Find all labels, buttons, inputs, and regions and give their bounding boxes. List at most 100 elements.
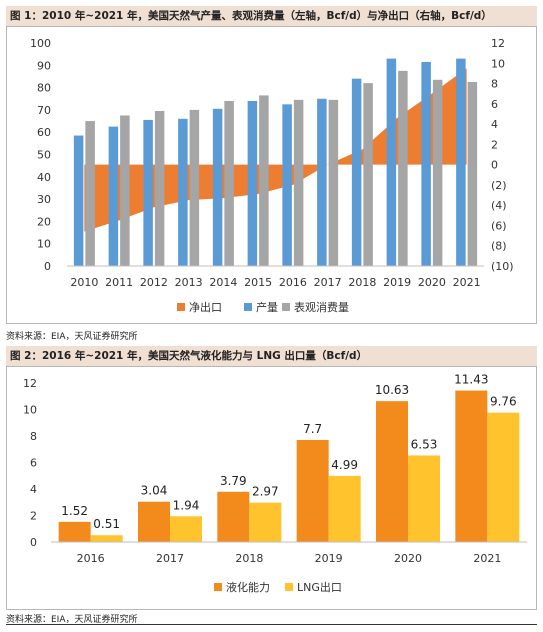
y-tick-label: 2 [30,510,37,523]
y-right-tick-label: (6) [491,219,507,232]
capacity-bar [217,491,250,542]
y-tick-label: 12 [23,377,37,390]
legend-swatch [244,303,252,311]
lng-export-bar [487,412,520,542]
y-tick-label: 0 [30,536,37,549]
y-left-tick-label: 30 [37,193,51,206]
data-label: 1.52 [61,504,88,518]
y-right-tick-label: (4) [491,199,507,212]
production-bar [178,118,188,266]
data-label: 7.7 [303,422,322,436]
consumption-bar [259,95,269,266]
y-tick-label: 8 [30,430,37,443]
lng-export-bar [90,535,123,542]
data-label: 3.79 [220,474,247,488]
y-left-tick-label: 80 [37,82,51,95]
chart2-svg: 0 2 4 6 8 10 12 1.52 3.04 3.79 7.7 10.63 11.43 0.51 1.… [23,373,527,594]
data-label: 3.04 [141,484,168,498]
data-label: 1.94 [173,498,200,512]
data-label: 9.76 [490,395,517,409]
x-tick-label: 2021 [453,276,481,289]
x-tick-label: 2020 [394,552,422,565]
y-left-tick-label: 20 [37,215,51,228]
x-tick-label: 2015 [244,276,272,289]
legend-swatch [177,303,185,311]
legend-label: 产量 [256,300,278,314]
x-tick-label: 2013 [175,276,203,289]
net-export-area [84,68,467,232]
x-tick-label: 2017 [314,276,342,289]
y-left-tick-label: 50 [37,149,51,162]
x-tick-label: 2014 [209,276,237,289]
x-tick-label: 2012 [140,276,168,289]
legend-label: 液化能力 [226,580,270,594]
y-right-tick-label: 8 [491,78,498,91]
x-tick-label: 2011 [105,276,133,289]
capacity-bar [138,501,170,542]
figure2-source: 资料来源：EIA，天风证券研究所 [6,615,138,625]
x-tick-label: 2021 [473,552,501,565]
production-bar [247,100,258,266]
figure2-frame: 0 2 4 6 8 10 12 1.52 3.04 3.79 7.7 10.63 11.43 0.51 1.… [6,366,537,610]
y-left-tick-label: 0 [44,260,51,273]
y-left-tick-label: 70 [37,104,51,117]
consumption-bar [293,99,304,267]
data-label: 10.63 [375,383,409,397]
figure1-frame: 0 10 20 30 40 50 60 70 80 90 100 (10) (8) (6) (4) (2) 0 2… [6,26,537,324]
legend-label: 净出口 [189,300,222,314]
production-bar [73,135,84,266]
legend-swatch [214,583,222,591]
consumption-bar [85,121,95,266]
consumption-bar [154,111,165,266]
lng-export-bar [328,475,361,542]
data-label: 6.53 [411,437,438,451]
legend-swatch [282,303,290,311]
figure2-title: 图 2：2016 年~2021 年，美国天然气液化能力与 LNG 出口量（Bcf… [6,346,537,366]
production-bar [212,108,223,266]
consumption-bar [328,99,339,267]
x-tick-label: 2010 [70,276,98,289]
consumption-bar [398,70,408,266]
x-tick-label: 2019 [383,276,411,289]
legend-swatch [285,583,293,591]
lng-export-bar [170,516,202,542]
y-right-tick-label: 10 [491,57,505,70]
x-tick-label: 2016 [279,276,307,289]
y-right-tick-label: (8) [491,240,507,253]
chart1-svg: 0 10 20 30 40 50 60 70 80 90 100 (10) (8) (6) (4) (2) 0 2… [30,37,514,314]
y-left-tick-label: 10 [37,238,51,251]
y-right-tick-label: 12 [491,37,505,50]
y-left-tick-label: 90 [37,59,51,72]
y-right-tick-label: 0 [491,159,498,172]
x-tick-label: 2019 [315,552,343,565]
production-bar [456,58,466,266]
lng-export-bar [249,502,282,542]
y-right-tick-label: 6 [491,98,498,111]
production-bar [282,104,292,266]
y-left-tick-label: 100 [30,37,51,50]
data-label: 11.43 [454,373,488,387]
capacity-bar [455,390,488,542]
consumption-bar [467,82,478,267]
consumption-bar [224,100,234,266]
data-label: 2.97 [252,485,279,499]
y-left-tick-label: 60 [37,126,51,139]
capacity-bar [376,401,408,542]
x-tick-label: 2018 [235,552,263,565]
capacity-bar [296,439,329,542]
legend-label: 表观消费量 [294,300,349,314]
capacity-bar [58,521,91,542]
legend-label: LNG出口 [297,580,342,594]
consumption-bar [363,83,373,266]
consumption-bar [432,79,443,266]
y-tick-label: 6 [30,457,37,470]
consumption-bar [189,109,200,267]
production-bar [143,119,153,266]
y-left-tick-label: 40 [37,171,51,184]
production-bar [108,126,119,266]
y-right-tick-label: (2) [491,179,507,192]
y-tick-label: 4 [30,483,37,496]
x-tick-label: 2020 [418,276,446,289]
production-bar [317,98,327,266]
bottom-rule [6,624,537,625]
